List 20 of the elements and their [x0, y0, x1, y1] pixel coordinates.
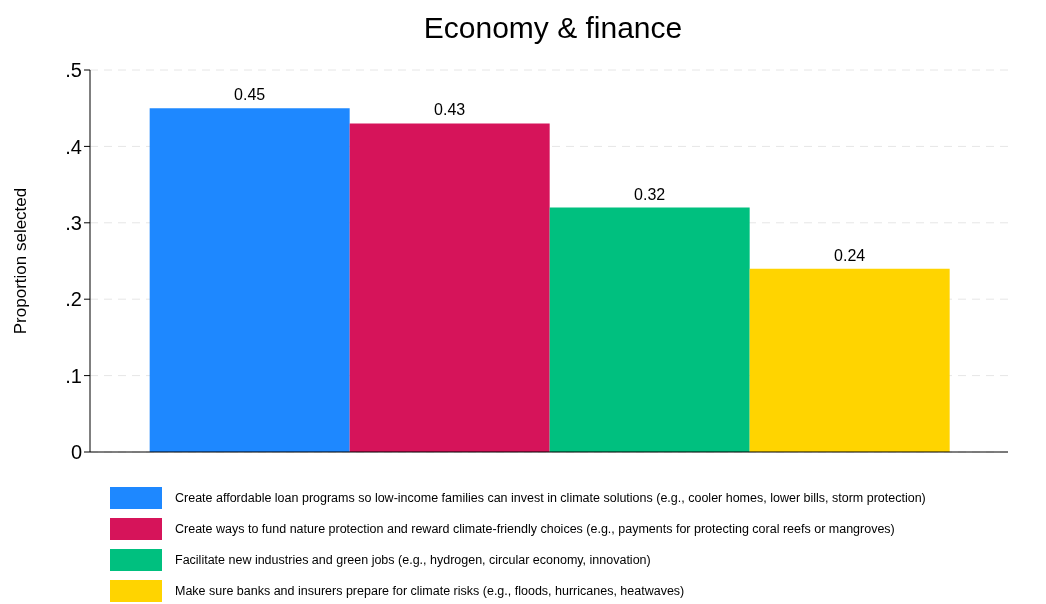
legend-label: Facilitate new industries and green jobs (e.g., hydrogen, circular economy, innovation) [175, 552, 651, 567]
bar [349, 123, 550, 452]
y-tick-label: .2 [65, 288, 82, 311]
y-tick-label: .1 [65, 364, 82, 387]
data-label: 0.45 [234, 86, 266, 104]
legend-label: Make sure banks and insurers prepare for climate risks (e.g., floods, hurricanes, heatwaves) [175, 583, 685, 598]
legend-label: Create affordable loan programs so low-income families can invest in climate solutions (e.g., cooler homes, lower bills, storm protection) [175, 490, 926, 505]
bar [149, 108, 350, 452]
y-tick-label: .3 [65, 211, 82, 234]
bar [749, 268, 950, 452]
y-tick-label: .5 [65, 59, 82, 82]
chart-title: Economy & finance [422, 10, 684, 46]
data-label: 0.24 [834, 246, 866, 264]
y-tick-label: 0 [70, 441, 82, 464]
y-tick-label: .4 [65, 135, 82, 158]
data-label: 0.43 [434, 101, 466, 119]
legend-label: Create ways to fund nature protection and reward climate-friendly choices (e.g., payments for protecting coral reefs or mangroves) [175, 521, 895, 536]
data-label: 0.32 [634, 185, 666, 203]
bar [549, 207, 750, 452]
y-axis-title: Proportion selected [11, 187, 31, 335]
